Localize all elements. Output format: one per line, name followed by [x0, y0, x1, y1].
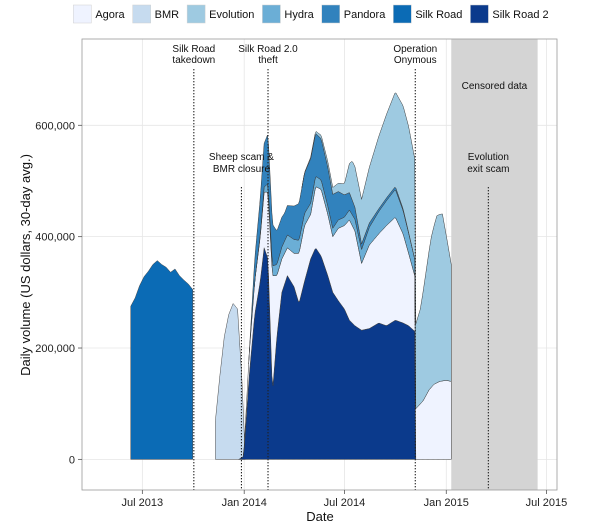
legend-label-silk-road-2: Silk Road 2 [492, 9, 548, 21]
legend-swatch-silk-road-2 [470, 4, 489, 24]
legend-label-silk-road: Silk Road [415, 9, 462, 21]
censored-band [451, 39, 538, 490]
event-label: Silk Road [172, 44, 215, 55]
legend-label-pandora: Pandora [344, 9, 386, 21]
legend-label-hydra: Hydra [284, 9, 314, 21]
y-tick-label: 400,000 [35, 232, 75, 244]
event-label: takedown [172, 55, 215, 66]
y-tick-label: 600,000 [35, 120, 75, 132]
legend-swatch-hydra [262, 4, 281, 24]
x-axis: Jul 2013 Jan 2014 Jul 2014 Jan 2015 Jul 2015 [122, 490, 568, 509]
x-tick-label: Jul 2013 [122, 497, 164, 509]
area-bmr [215, 302, 246, 460]
legend-label-evolution: Evolution [209, 9, 254, 21]
event-label: theft [258, 55, 278, 66]
legend-swatch-evolution [186, 4, 206, 24]
x-tick-label: Jul 2015 [526, 497, 568, 509]
y-tick-label: 0 [69, 454, 75, 466]
x-tick-label: Jan 2014 [222, 497, 267, 509]
event-label: BMR closure [213, 164, 271, 175]
legend-swatch-pandora [321, 4, 340, 24]
legend-swatch-agora [73, 4, 92, 24]
legend-label-agora: Agora [95, 9, 125, 21]
legend-label-bmr: BMR [155, 9, 180, 21]
x-tick-label: Jul 2014 [324, 497, 366, 509]
y-tick-label: 200,000 [35, 343, 75, 355]
event-label: Operation [393, 44, 437, 55]
area-silk-road [130, 260, 193, 460]
event-label: Evolution [468, 152, 509, 163]
legend-swatch-bmr [132, 4, 151, 24]
censored-region: Censored data [451, 39, 538, 490]
event-label: Onymous [394, 55, 437, 66]
censored-label: Censored data [462, 81, 528, 92]
y-axis: 0 200,000 400,000 600,000 [35, 120, 82, 466]
y-axis-title: Daily volume (US dollars, 30-day avg.) [18, 154, 33, 376]
plot-border [81, 38, 558, 491]
event-label: Silk Road 2.0 [238, 44, 298, 55]
x-tick-label: Jan 2015 [424, 497, 469, 509]
data-areas [130, 92, 452, 460]
legend-swatch-silk-road [393, 4, 412, 24]
event-label: Sheep scam & [209, 152, 274, 163]
event-label: exit scam [467, 164, 509, 175]
x-axis-title: Date [306, 509, 333, 524]
legend: Agora BMR Evolution Hydra Pandora Silk Road Si… [73, 4, 549, 24]
area-evolution [301, 92, 452, 409]
